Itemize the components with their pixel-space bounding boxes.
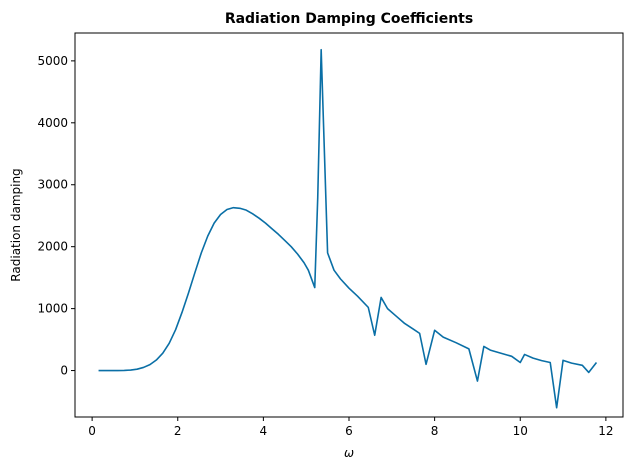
x-tick-label: 10 — [513, 424, 528, 438]
y-tick-label: 4000 — [37, 116, 68, 130]
plot-area — [74, 32, 624, 418]
y-tick-label: 0 — [60, 364, 68, 378]
x-tick-label: 2 — [174, 424, 182, 438]
x-tick-label: 8 — [431, 424, 439, 438]
x-tick-label: 4 — [260, 424, 268, 438]
x-axis-ticks: 0 2 4 6 8 10 12 — [88, 417, 614, 438]
y-axis-label: Radiation damping — [9, 168, 23, 281]
y-tick-label: 5000 — [37, 54, 68, 68]
chart-title: Radiation Damping Coefficients — [225, 11, 473, 27]
y-axis-ticks: 0 1000 2000 3000 4000 5000 — [37, 54, 75, 378]
x-tick-label: 6 — [345, 424, 353, 438]
y-tick-label: 1000 — [37, 302, 68, 316]
x-tick-label: 0 — [88, 424, 96, 438]
y-tick-label: 3000 — [37, 178, 68, 192]
x-tick-label: 12 — [598, 424, 613, 438]
radiation-damping-series-line — [98, 48, 598, 409]
x-axis-label: ω — [344, 446, 354, 460]
y-tick-label: 2000 — [37, 240, 68, 254]
